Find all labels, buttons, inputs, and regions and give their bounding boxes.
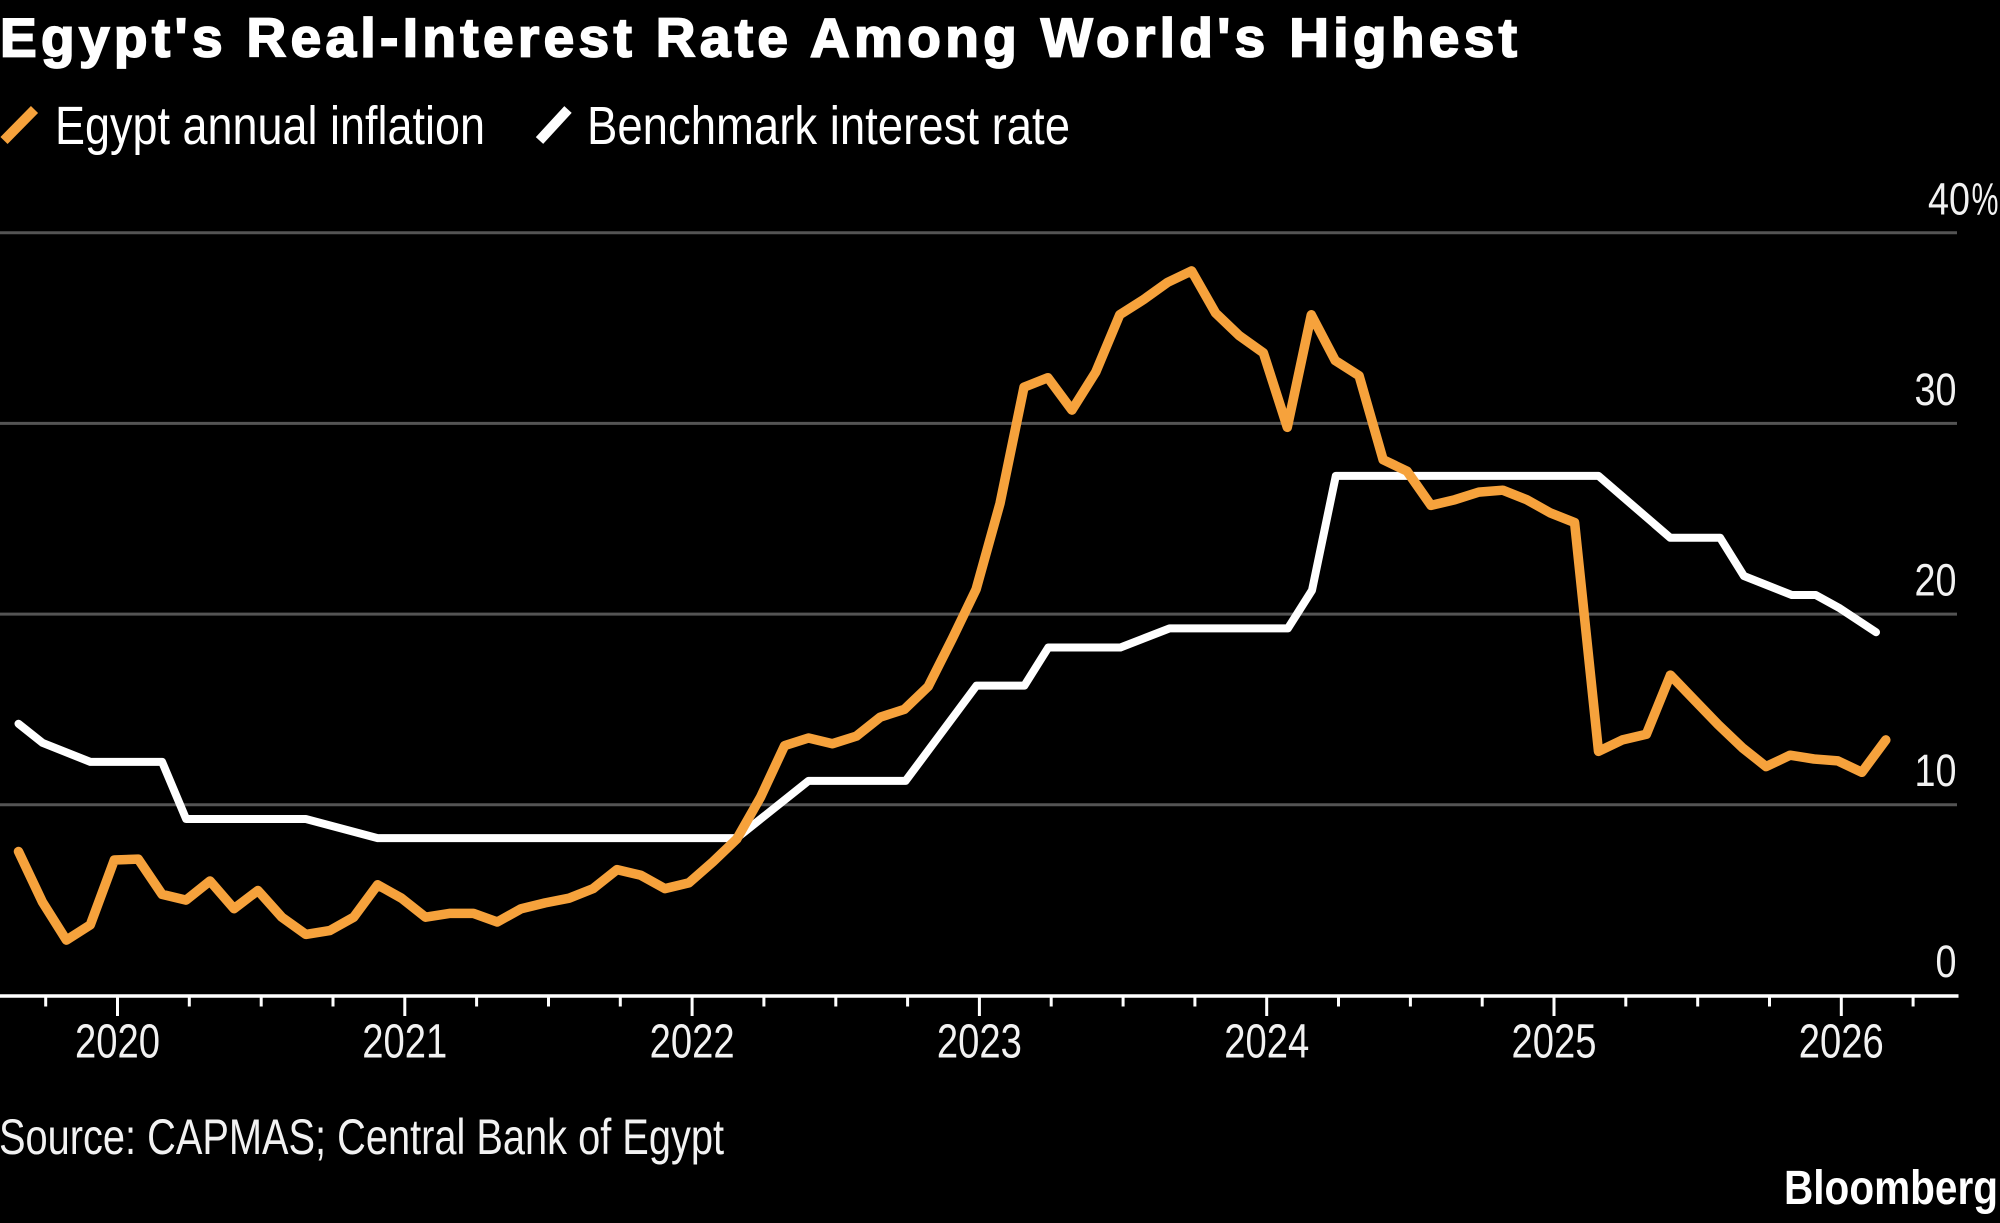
svg-text:2023: 2023 — [937, 1016, 1022, 1069]
svg-text:Egypt's Real-Interest Rate Amo: Egypt's Real-Interest Rate Among World's… — [0, 7, 1517, 69]
svg-text:Egypt annual inflation: Egypt annual inflation — [55, 96, 485, 156]
svg-text:2020: 2020 — [75, 1016, 160, 1069]
svg-text:Benchmark interest rate: Benchmark interest rate — [587, 96, 1070, 156]
svg-text:2026: 2026 — [1799, 1016, 1884, 1069]
svg-text:Source: CAPMAS; Central Bank o: Source: CAPMAS; Central Bank of Egypt — [0, 1109, 724, 1165]
svg-text:0: 0 — [1936, 936, 1957, 987]
svg-text:2025: 2025 — [1512, 1016, 1597, 1069]
svg-text:20: 20 — [1915, 555, 1957, 606]
svg-text:10: 10 — [1915, 745, 1957, 796]
svg-text:30: 30 — [1915, 364, 1957, 415]
svg-text:2022: 2022 — [650, 1016, 735, 1069]
svg-text:Bloomberg: Bloomberg — [1784, 1162, 1998, 1215]
svg-text:%: % — [1972, 173, 1999, 224]
svg-text:2021: 2021 — [362, 1016, 447, 1069]
svg-text:2024: 2024 — [1224, 1016, 1309, 1069]
svg-text:40: 40 — [1928, 173, 1970, 224]
